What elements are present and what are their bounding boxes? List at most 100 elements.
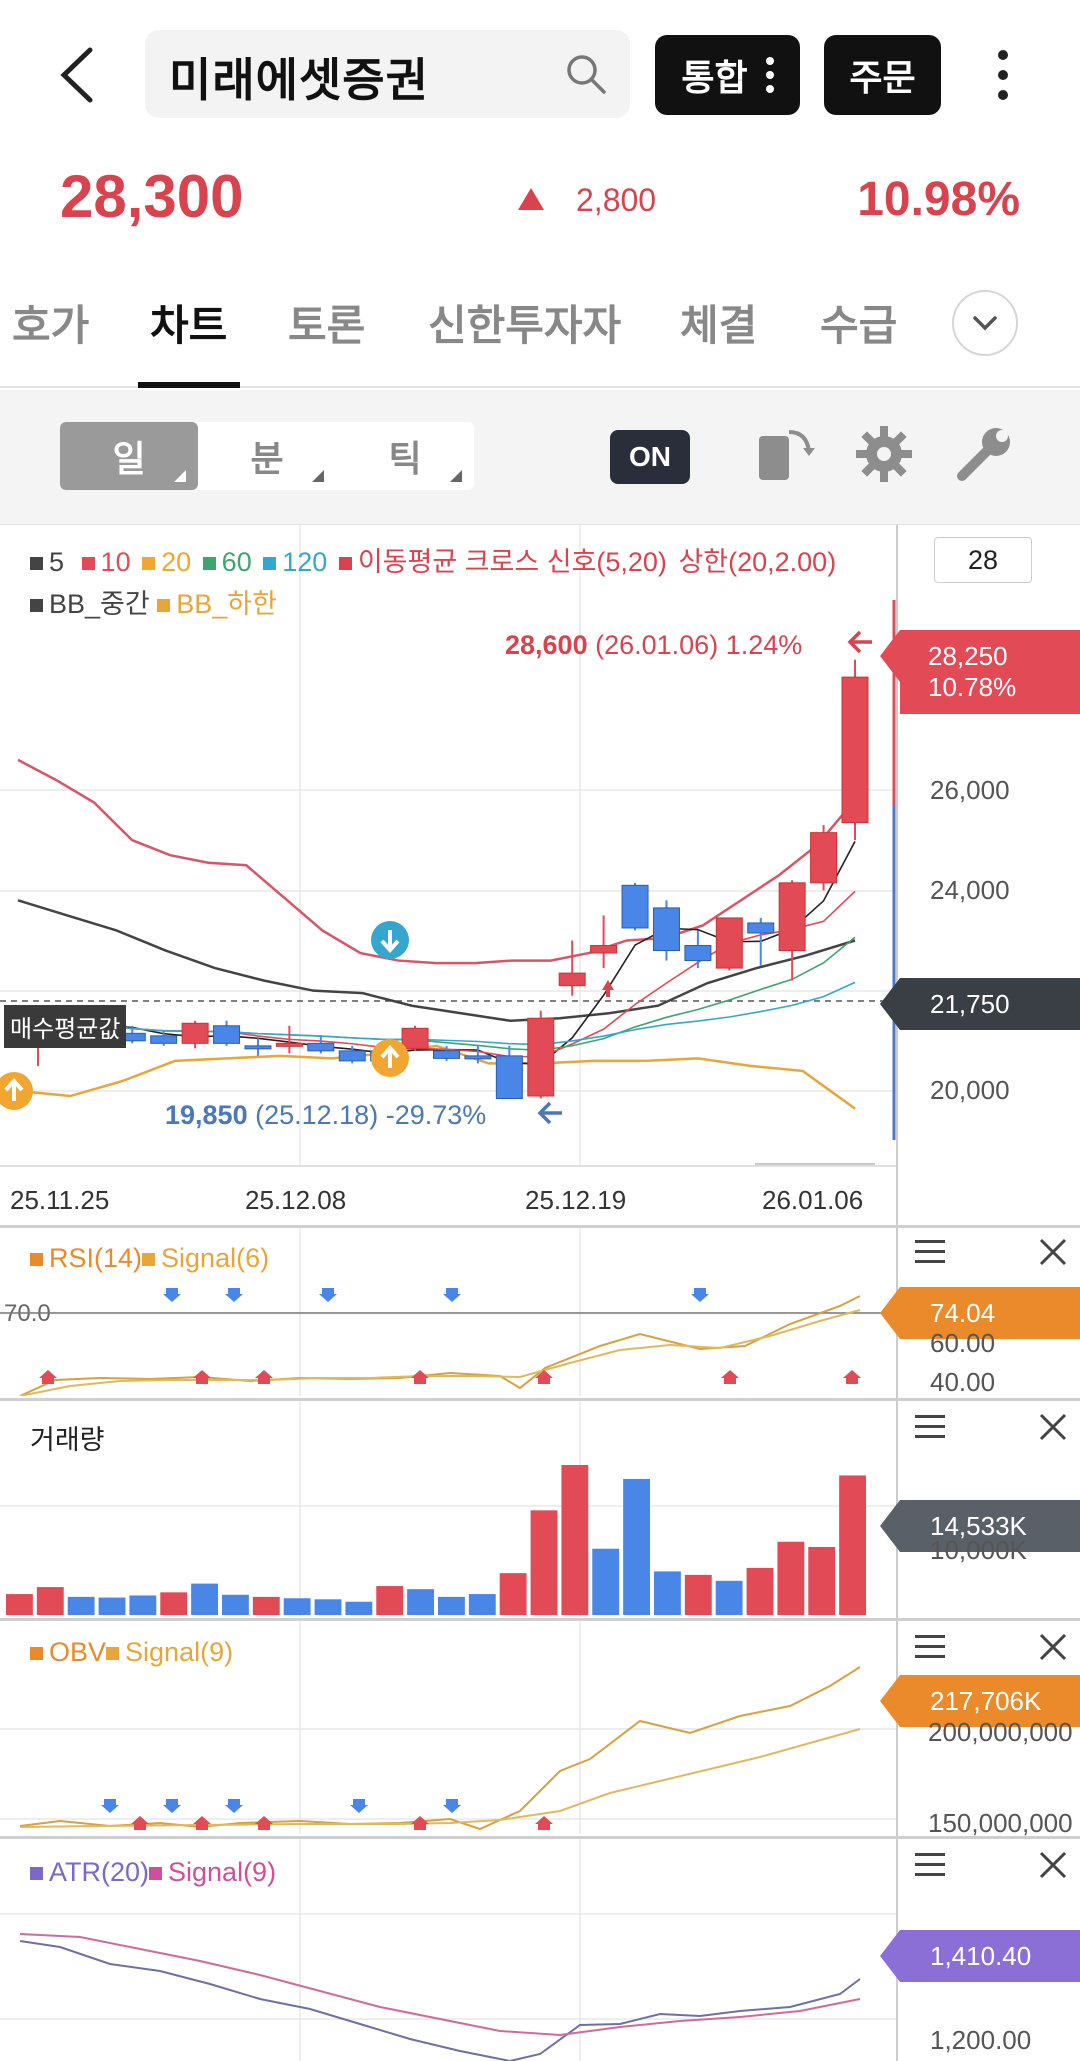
period-minute-button[interactable]: 분: [198, 422, 336, 490]
moving-average-line: [37, 890, 856, 1058]
obv-value-tag: 217,706K: [880, 1675, 1080, 1727]
period-tick-button[interactable]: 틱: [336, 422, 474, 490]
candle: [715, 917, 743, 971]
tab-hoga[interactable]: 호가: [12, 302, 90, 349]
volume-bar: [684, 1574, 712, 1615]
avg-price-label: 매수평균값: [4, 1005, 127, 1048]
atr-value-tag: 1,410.40: [880, 1930, 1080, 1982]
rotate-screen-icon[interactable]: [755, 422, 819, 486]
volume-chart[interactable]: [0, 1401, 896, 1616]
volume-bar: [222, 1594, 249, 1615]
panel-menu-icon[interactable]: [915, 1415, 945, 1439]
current-price-tag: 28,250 10.78%: [880, 630, 1080, 714]
wrench-icon[interactable]: [952, 422, 1016, 486]
tab-shinhan-investor[interactable]: 신한투자자: [428, 302, 622, 349]
scroll-thumb[interactable]: [755, 1163, 875, 1165]
period-tick-label: 틱: [388, 438, 422, 479]
volume-bar: [252, 1596, 280, 1615]
signal-down-marker: [443, 1288, 461, 1302]
tab-expand-button[interactable]: [952, 290, 1018, 356]
main-price-chart[interactable]: [0, 525, 896, 1165]
volume-bar: [808, 1546, 836, 1615]
low-annotation: 19,850 (25.12.18) -29.73%: [165, 1100, 487, 1130]
obv-chart[interactable]: [0, 1621, 896, 1834]
candle: [307, 1035, 335, 1054]
candle: [652, 900, 680, 961]
volume-bar: [67, 1596, 95, 1615]
signal-down-marker: [319, 1288, 337, 1302]
x-axis-label: 25.12.19: [525, 1185, 627, 1215]
main-legend-row2: BB_중간 BB_하한: [30, 582, 277, 621]
tab-bar: 호가 차트 토론 신한투자자 체결 수급: [0, 270, 1080, 388]
dots-icon: [765, 57, 774, 93]
panel-divider: [0, 1618, 1080, 1621]
volume-bar: [561, 1465, 589, 1615]
candle: [464, 1045, 492, 1064]
price-axis-label: 26,000: [930, 775, 1010, 805]
combined-button[interactable]: 통합: [655, 35, 800, 115]
close-panel-icon[interactable]: [1038, 1850, 1068, 1880]
tab-supply[interactable]: 수급: [820, 302, 898, 349]
x-axis-label: 26.01.06: [762, 1185, 864, 1215]
signal-down-marker: [691, 1288, 709, 1302]
close-panel-icon[interactable]: [1038, 1632, 1068, 1662]
cross-signal-down-icon: [371, 921, 409, 959]
indicator-line: [17, 1044, 856, 1110]
close-panel-icon[interactable]: [1038, 1412, 1068, 1442]
candle: [747, 917, 775, 966]
avg-price-tag: 21,750: [880, 978, 1080, 1030]
on-toggle[interactable]: ON: [610, 430, 690, 484]
candle: [181, 1020, 209, 1049]
volume-axis-label: 10,000K: [930, 1535, 1027, 1565]
search-icon[interactable]: [564, 52, 608, 96]
candle: [275, 1025, 303, 1054]
volume-bar: [407, 1589, 434, 1615]
signal-up-marker: [535, 1816, 553, 1830]
period-day-button[interactable]: 일: [60, 422, 198, 490]
signal-down-marker: [101, 1799, 119, 1813]
candle: [621, 882, 649, 931]
volume-value-tag: 14,533K: [880, 1500, 1080, 1552]
period-selector: 일 분 틱: [60, 422, 474, 490]
price-change-pct: 10.98%: [857, 173, 1020, 226]
candle: [433, 1045, 460, 1061]
atr-legend: ATR(20) Signal(9): [30, 1857, 276, 1888]
signal-up-marker: [131, 1816, 149, 1830]
settings-gear-icon[interactable]: [852, 422, 916, 486]
back-arrow-icon[interactable]: [52, 40, 112, 110]
x-axis-label: 25.12.08: [245, 1185, 347, 1215]
volume-bar: [98, 1597, 126, 1615]
volume-bar: [36, 1587, 64, 1615]
rsi-chart[interactable]: [0, 1228, 896, 1396]
panel-menu-icon[interactable]: [915, 1853, 945, 1877]
order-label: 주문: [849, 57, 916, 98]
order-button[interactable]: 주문: [824, 35, 941, 115]
volume-bar: [623, 1478, 650, 1615]
tab-discussion[interactable]: 토론: [288, 302, 366, 349]
candle: [213, 1020, 241, 1046]
stock-search-box[interactable]: 미래에셋증권: [145, 30, 630, 118]
atr-chart[interactable]: [0, 1839, 896, 2061]
high-annotation: 28,600 (26.01.06) 1.24%: [505, 630, 803, 660]
period-count-box[interactable]: 28: [934, 537, 1032, 583]
period-day-label: 일: [112, 438, 146, 479]
x-axis-label: 25.11.25: [10, 1185, 110, 1215]
candle: [778, 880, 806, 981]
close-panel-icon[interactable]: [1038, 1237, 1068, 1267]
main-legend-row1: 5 10 20 60 120 이동평균 크로스 신호(5,20) 상한(20,2…: [30, 540, 836, 579]
cross-signal-up-icon: [0, 1072, 33, 1110]
obv-axis-label: 200,000,000: [928, 1717, 1073, 1747]
price-axis-label: 20,000: [930, 1075, 1010, 1105]
price-change: 2,800: [576, 182, 657, 218]
volume-bar: [777, 1541, 805, 1615]
tab-trades[interactable]: 체결: [680, 302, 758, 349]
obv-axis-label: 150,000,000: [928, 1808, 1073, 1838]
panel-menu-icon[interactable]: [915, 1635, 945, 1659]
volume-bar: [499, 1573, 527, 1615]
volume-title: 거래량: [30, 1425, 105, 1455]
signal-down-marker: [443, 1799, 461, 1813]
tab-chart[interactable]: 차트: [150, 302, 228, 349]
small-up-arrow-icon: [602, 980, 614, 997]
panel-menu-icon[interactable]: [915, 1240, 945, 1264]
more-menu-icon[interactable]: [985, 45, 1021, 105]
